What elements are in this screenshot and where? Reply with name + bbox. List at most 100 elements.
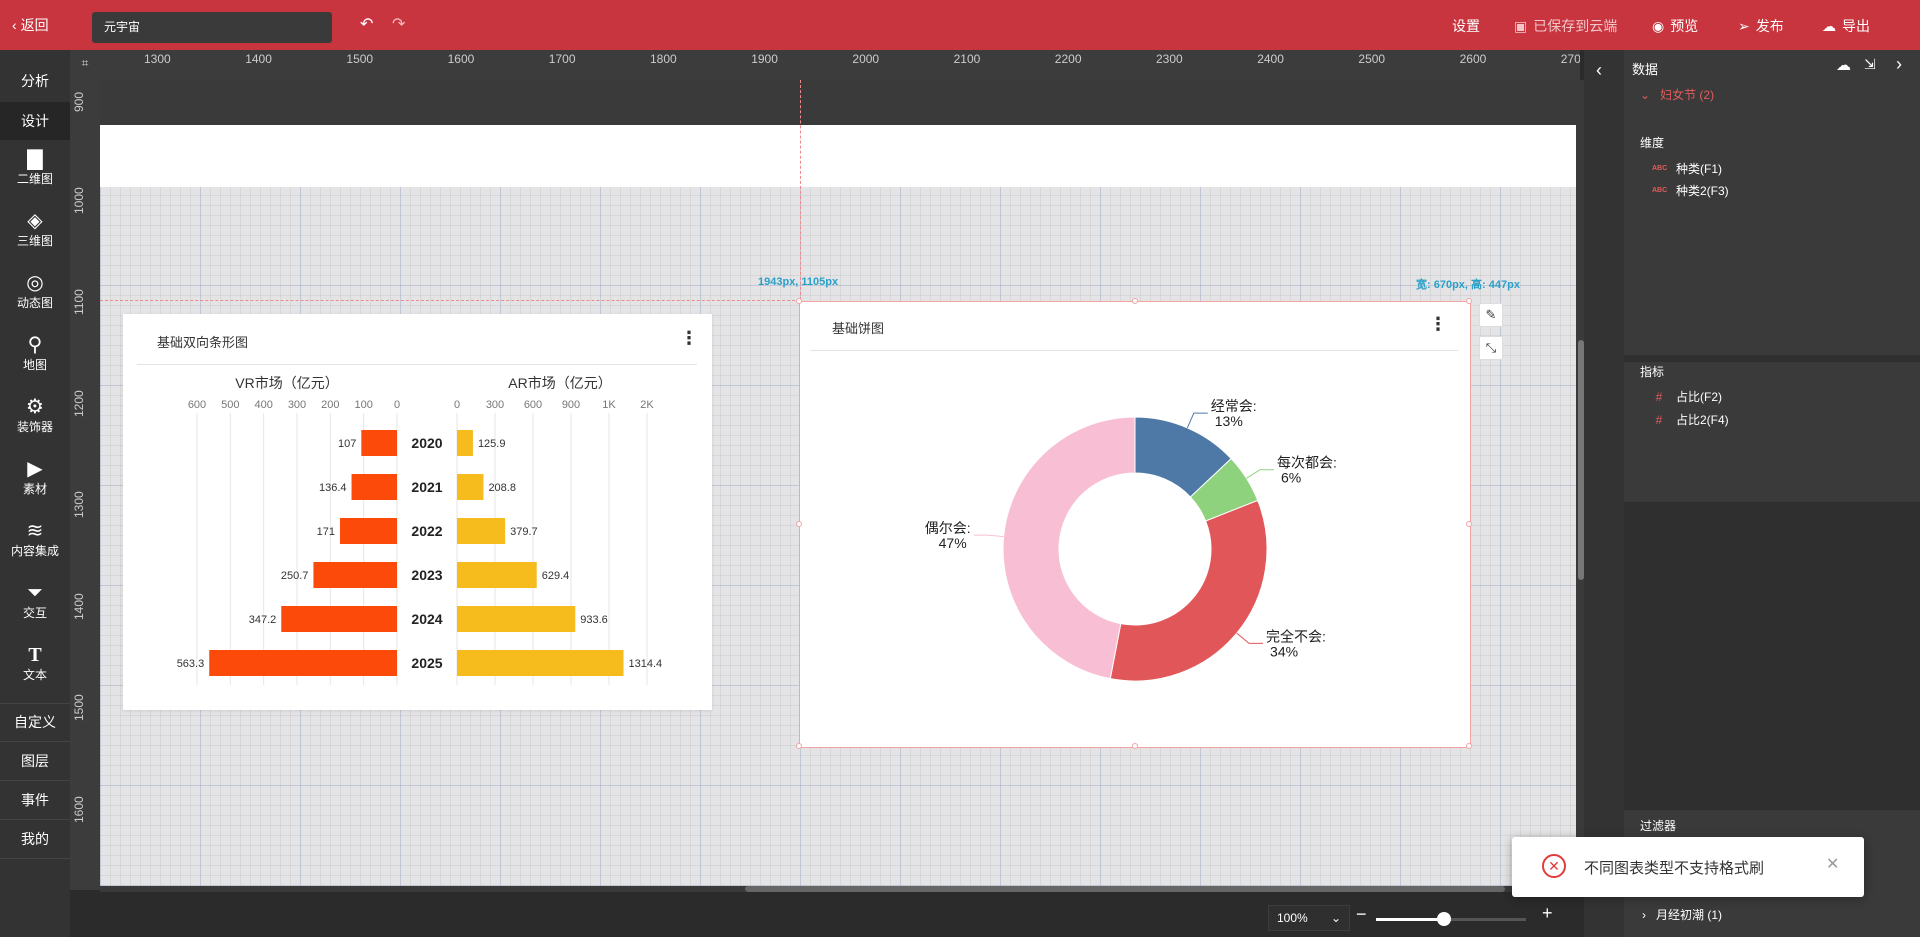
series-title: VR市场（亿元） (235, 375, 338, 391)
pie-percent-label: 13% (1215, 413, 1243, 429)
more-vertical-icon[interactable]: ⋮ (1429, 314, 1447, 334)
toast-message: 不同图表类型不支持格式刷 (1584, 860, 1765, 877)
sidebar-item-events[interactable]: 事件 (21, 792, 49, 808)
sidebar-item-design[interactable]: 设计 (0, 102, 70, 140)
map-pin-icon: ⚲ (27, 334, 43, 356)
resize-handle[interactable] (796, 298, 802, 304)
more-vertical-icon[interactable]: ⋮ (680, 328, 698, 348)
ar-bar (457, 562, 537, 588)
sidebar-item-analysis[interactable]: 分析 (21, 73, 49, 89)
resize-handle[interactable] (1466, 298, 1472, 304)
sidebar-item-layers[interactable]: 图层 (21, 753, 49, 769)
zoom-out-icon[interactable]: − (1356, 904, 1367, 924)
ruler-tick-label: 2000 (852, 52, 880, 66)
pie-leader-line (973, 534, 1004, 538)
sidebar-item-chart3d[interactable]: ◈ 三维图 (0, 210, 70, 249)
back-button[interactable]: ‹ 返回 (12, 17, 49, 33)
redo-icon[interactable]: ↷ (392, 16, 406, 33)
category-label: 2020 (411, 435, 442, 451)
ruler-tick-label: 1600 (447, 52, 475, 66)
publish-button[interactable]: ➢ 发布 (1738, 17, 1784, 35)
filter-label: 过滤器 (1640, 819, 1677, 833)
vertical-scroll-thumb[interactable] (1578, 340, 1584, 580)
resize-handle[interactable] (1132, 298, 1138, 304)
layers-icon: ≋ (26, 520, 44, 542)
resize-handle[interactable] (796, 743, 802, 749)
vr-bar (351, 474, 397, 500)
sidebar-item-material[interactable]: ▶ 素材 (0, 458, 70, 497)
undo-icon[interactable]: ↶ (360, 16, 374, 33)
dataset-toggle-2[interactable]: › 月经初潮 (1) (1642, 907, 1723, 923)
pie-label: 完全不会: (1266, 628, 1326, 644)
ar-bar (457, 430, 473, 456)
zoom-slider[interactable] (1376, 918, 1526, 921)
divider (0, 703, 70, 704)
ruler-corner-icon[interactable]: ⌗ (70, 50, 100, 80)
x-tick-label: 400 (254, 399, 272, 411)
pie-leader-line (1186, 412, 1208, 429)
sidebar-item-chart2d[interactable]: ▇ 二维图 (0, 148, 70, 187)
metric-field[interactable]: # 占比(F2) (1652, 388, 1722, 405)
metric-field[interactable]: # 占比2(F4) (1652, 411, 1729, 428)
pie-chart-card[interactable]: 基础饼图 ⋮ 经常会: 13% 每次都会: 6% 完全不会: 34% 偶尔会: 47% (796, 298, 1472, 749)
save-icon: ▣ (1514, 17, 1528, 34)
project-title-input[interactable]: 元宇宙 (92, 12, 332, 43)
sidebar-item-dynamic[interactable]: ◎ 动态图 (0, 272, 70, 311)
dimension-field[interactable]: ABC 种类(F1) (1652, 162, 1722, 176)
ar-bar (457, 518, 506, 544)
dimension-field[interactable]: ABC 种类2(F3) (1652, 184, 1729, 198)
cloud-upload-icon[interactable]: ☁ (1836, 57, 1851, 74)
sidebar-item-custom[interactable]: 自定义 (14, 714, 56, 730)
bar-chart-card[interactable]: 基础双向条形图 ⋮ VR市场（亿元） AR市场（亿元） 600 500 400 300 20… (123, 314, 712, 710)
resize-icon[interactable]: ⤡ (1479, 336, 1503, 360)
vr-bar (313, 562, 397, 588)
chevron-left-icon[interactable]: ‹ (1596, 60, 1602, 80)
sidebar-item-map[interactable]: ⚲ 地图 (0, 334, 70, 373)
chevron-right-icon[interactable]: › (1896, 54, 1902, 74)
divider (0, 858, 70, 859)
category-label: 2022 (411, 523, 442, 539)
sidebar-item-decor[interactable]: ⚙ 装饰器 (0, 396, 70, 435)
size-readout: 宽: 670px, 高: 447px (1416, 279, 1520, 291)
preview-button[interactable]: ◉ 预览 (1652, 17, 1699, 35)
x-tick-label: 100 (354, 399, 372, 411)
sidebar-item-content[interactable]: ≋ 内容集成 (0, 520, 70, 559)
brush-icon[interactable]: ✎ (1479, 303, 1503, 327)
save-status-button[interactable]: ▣ 已保存到云端 (1514, 17, 1618, 35)
send-icon: ➢ (1738, 17, 1750, 34)
vr-data-label: 347.2 (249, 614, 277, 626)
vr-data-label: 563.3 (177, 658, 205, 670)
gear-icon: ⚙ (26, 396, 44, 418)
vr-bar (361, 430, 397, 456)
zoom-select[interactable]: 100% ⌄ (1268, 905, 1350, 931)
number-type-icon: # (1655, 389, 1663, 404)
resize-handle[interactable] (1466, 743, 1472, 749)
zoom-slider-handle[interactable] (1437, 912, 1451, 926)
error-toast: ✕ 不同图表类型不支持格式刷 ✕ (1512, 837, 1864, 897)
zoom-in-icon[interactable]: + (1542, 903, 1553, 923)
x-tick-label: 500 (221, 399, 239, 411)
divider (137, 364, 697, 365)
pie-label: 每次都会: (1277, 455, 1337, 471)
x-tick-label: 200 (321, 399, 339, 411)
settings-button[interactable]: 设置 (1452, 18, 1480, 34)
sidebar-item-interact[interactable]: ⏷ 交互 (0, 582, 70, 621)
sidebar-item-text[interactable]: T 文本 (0, 644, 70, 683)
resize-handle[interactable] (1466, 521, 1472, 527)
metric-section (1624, 362, 1920, 502)
dataset-toggle[interactable]: ⌄ 妇女节 (2) (1640, 87, 1715, 103)
horizontal-scroll-thumb[interactable] (745, 886, 1505, 892)
filter-icon: ⏷ (27, 582, 43, 604)
chevron-right-icon: › (1642, 907, 1646, 922)
divider (0, 780, 70, 781)
resize-handle[interactable] (1132, 743, 1138, 749)
export-button[interactable]: ☁ 导出 (1822, 17, 1870, 35)
zoom-slider-fill (1376, 918, 1444, 921)
ruler-tick-label: 1500 (72, 694, 86, 721)
resize-handle[interactable] (796, 521, 802, 527)
close-icon[interactable]: ✕ (1826, 856, 1840, 873)
export-box-icon[interactable]: ⇲ (1864, 56, 1876, 72)
x-tick-label: 0 (454, 399, 460, 411)
sidebar-item-mine[interactable]: 我的 (21, 831, 49, 847)
canvas-header-block[interactable] (100, 125, 1580, 187)
